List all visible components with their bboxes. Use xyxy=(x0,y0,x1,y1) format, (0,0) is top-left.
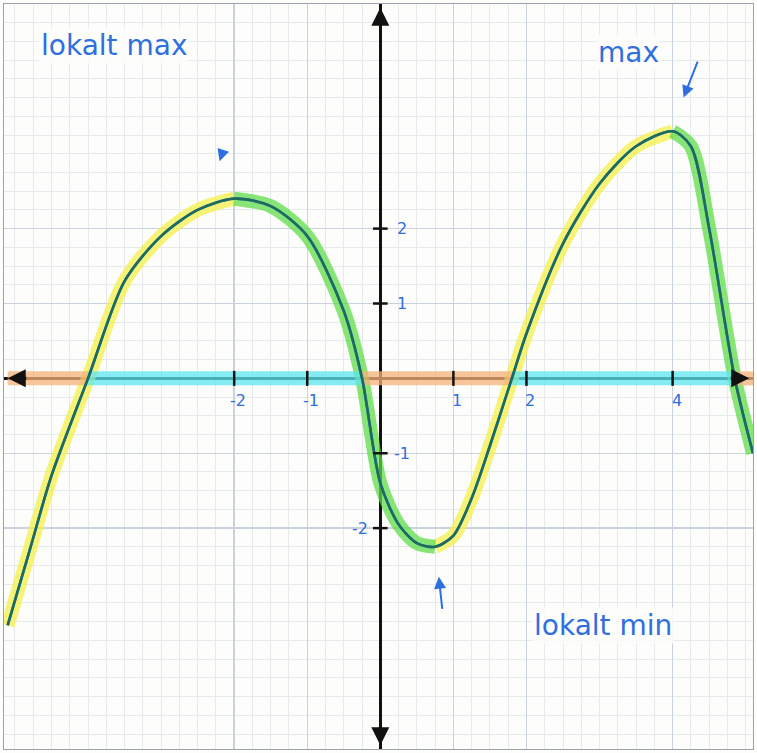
svg-text:1: 1 xyxy=(397,294,407,313)
svg-text:-2: -2 xyxy=(352,519,368,538)
svg-text:2: 2 xyxy=(525,391,535,410)
svg-text:-1: -1 xyxy=(303,391,319,410)
svg-text:lokalt min: lokalt min xyxy=(534,609,672,642)
svg-text:4: 4 xyxy=(672,391,682,410)
svg-text:-1: -1 xyxy=(394,444,410,463)
svg-text:-2: -2 xyxy=(230,391,246,410)
svg-text:1: 1 xyxy=(452,391,462,410)
svg-text:lokalt max: lokalt max xyxy=(41,29,187,62)
svg-text:max: max xyxy=(598,36,659,69)
svg-text:2: 2 xyxy=(397,219,407,238)
